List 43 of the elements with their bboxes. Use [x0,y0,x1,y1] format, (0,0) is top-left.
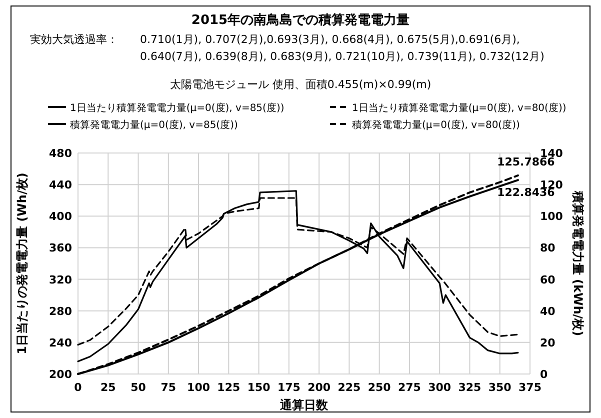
legend-label: 1日当たり積算発電電力量(μ=0(度), v=85(度)) [70,102,284,114]
x-tick-label: 325 [458,381,482,394]
x-tick-label: 350 [488,381,512,394]
x-tick-label: 375 [518,381,542,394]
x-tick-label: 0 [74,381,82,394]
x-axis-title: 通算日数 [279,398,329,412]
x-tick-label: 200 [308,381,331,394]
y-tick-label: 280 [49,304,72,318]
y2-tick-label: 20 [540,336,556,350]
x-tick-label: 100 [187,381,210,394]
x-tick-label: 125 [217,381,240,394]
legend-label: 積算発電電力量(μ=0(度), v=85(度)) [70,119,238,131]
chart-title: 2015年の南鳥島での積算発電電力量 [191,12,410,28]
y-tick-label: 440 [49,178,72,192]
x-tick-label: 225 [338,381,361,394]
data-label: 122.8436 [497,186,556,200]
x-tick-label: 25 [100,381,116,394]
y-tick-label: 400 [49,210,72,224]
y-tick-label: 360 [49,242,72,255]
y-tick-label: 240 [49,336,72,350]
x-tick-label: 250 [368,381,392,394]
legend-label: 1日当たり積算発電電力量(μ=0(度), v=80(度)) [352,102,566,114]
y2-tick-label: 100 [540,210,564,224]
legend-label: 積算発電電力量(μ=0(度), v=80(度)) [352,119,520,131]
y-tick-label: 320 [49,273,72,286]
text: 実効大気透過率： [30,33,118,46]
x-tick-label: 275 [398,381,421,394]
x-tick-label: 175 [277,381,300,394]
y2-tick-label: 80 [540,242,556,255]
x-tick-label: 300 [428,381,452,394]
text: 0.710(1月), 0.707(2月),0.693(3月), 0.668(4月), 0.675(5月),0.691(6月), [140,33,520,46]
y2-tick-label: 40 [540,304,556,318]
text: 太陽電池モジュール 使用、面積0.455(m)×0.99(m) [170,78,432,91]
y-tick-label: 200 [49,368,72,381]
y-tick-label: 480 [49,147,72,160]
text: 0.640(7月), 0.639(8月), 0.683(9月), 0.721(10月), 0.739(11月), 0.732(12月) [140,50,544,63]
x-tick-label: 50 [130,381,146,394]
y-axis-title: 1日当たりの発電電力量 (Wh/枚) [15,172,29,354]
y2-axis-title: 積算発電電力量 (kWh/枚) [571,190,585,336]
y2-tick-label: 0 [540,368,548,381]
x-tick-label: 150 [247,381,271,394]
y2-tick-label: 60 [540,273,556,286]
x-tick-label: 75 [160,381,176,394]
